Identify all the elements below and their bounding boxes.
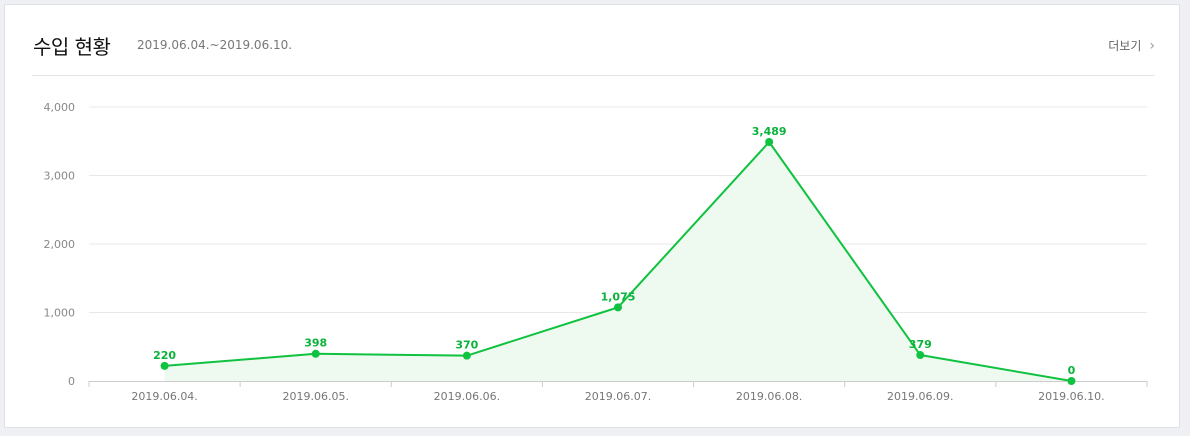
- data-point: [916, 351, 925, 360]
- income-status-card: 수입 현황 2019.06.04.~2019.06.10. 더보기 › 220 3…: [4, 4, 1180, 428]
- y-axis-ticks: 0 1,000 2,000 3,000 4,000: [44, 101, 76, 388]
- x-tick-label: 2019.06.09.: [887, 390, 953, 403]
- more-label: 더보기: [1108, 39, 1142, 53]
- y-tick-label: 4,000: [44, 101, 76, 114]
- data-label: 370: [455, 339, 478, 352]
- x-tick-label: 2019.06.10.: [1038, 390, 1104, 403]
- data-label: 220: [153, 349, 176, 362]
- data-point: [462, 351, 471, 360]
- data-points: [160, 138, 1076, 385]
- y-tick-label: 1,000: [44, 307, 76, 320]
- data-label: 3,489: [752, 125, 787, 138]
- grid-lines: [89, 106, 1147, 313]
- data-label: 0: [1068, 364, 1076, 377]
- date-range: 2019.06.04.~2019.06.10.: [137, 38, 293, 52]
- area-fill-layer: [164, 142, 1072, 381]
- data-point: [1067, 377, 1076, 385]
- y-tick-label: 3,000: [44, 170, 76, 183]
- data-labels: 220 398 370 1,075 3,489 379 0: [153, 125, 1076, 377]
- x-tick-label: 2019.06.06.: [434, 390, 500, 403]
- card-title: 수입 현황: [33, 35, 111, 59]
- area-fill: [164, 142, 1072, 381]
- data-point: [160, 361, 169, 370]
- x-tick-label: 2019.06.05.: [282, 390, 348, 403]
- income-line-chart: 220 398 370 1,075 3,489 379 0 0 1,000 2,000 3,000…: [44, 101, 1148, 403]
- data-label: 398: [304, 337, 327, 350]
- header-divider: [32, 75, 1155, 76]
- y-tick-label: 2,000: [44, 238, 76, 251]
- data-point: [614, 303, 622, 312]
- x-tick-label: 2019.06.07.: [585, 390, 651, 403]
- x-axis: [88, 381, 1148, 387]
- data-point: [311, 349, 320, 358]
- x-axis-ticks: 2019.06.04. 2019.06.05. 2019.06.06. 2019.06…: [131, 390, 1104, 403]
- data-point: [765, 138, 774, 147]
- data-label: 1,075: [601, 290, 636, 303]
- x-tick-label: 2019.06.08.: [736, 390, 802, 403]
- data-label: 379: [909, 338, 932, 351]
- card-header: 수입 현황 2019.06.04.~2019.06.10. 더보기 ›: [5, 5, 1179, 77]
- y-tick-label: 0: [68, 375, 75, 388]
- more-link[interactable]: 더보기 ›: [1108, 37, 1155, 54]
- x-tick-label: 2019.06.04.: [131, 390, 197, 403]
- chevron-right-icon: ›: [1149, 37, 1155, 54]
